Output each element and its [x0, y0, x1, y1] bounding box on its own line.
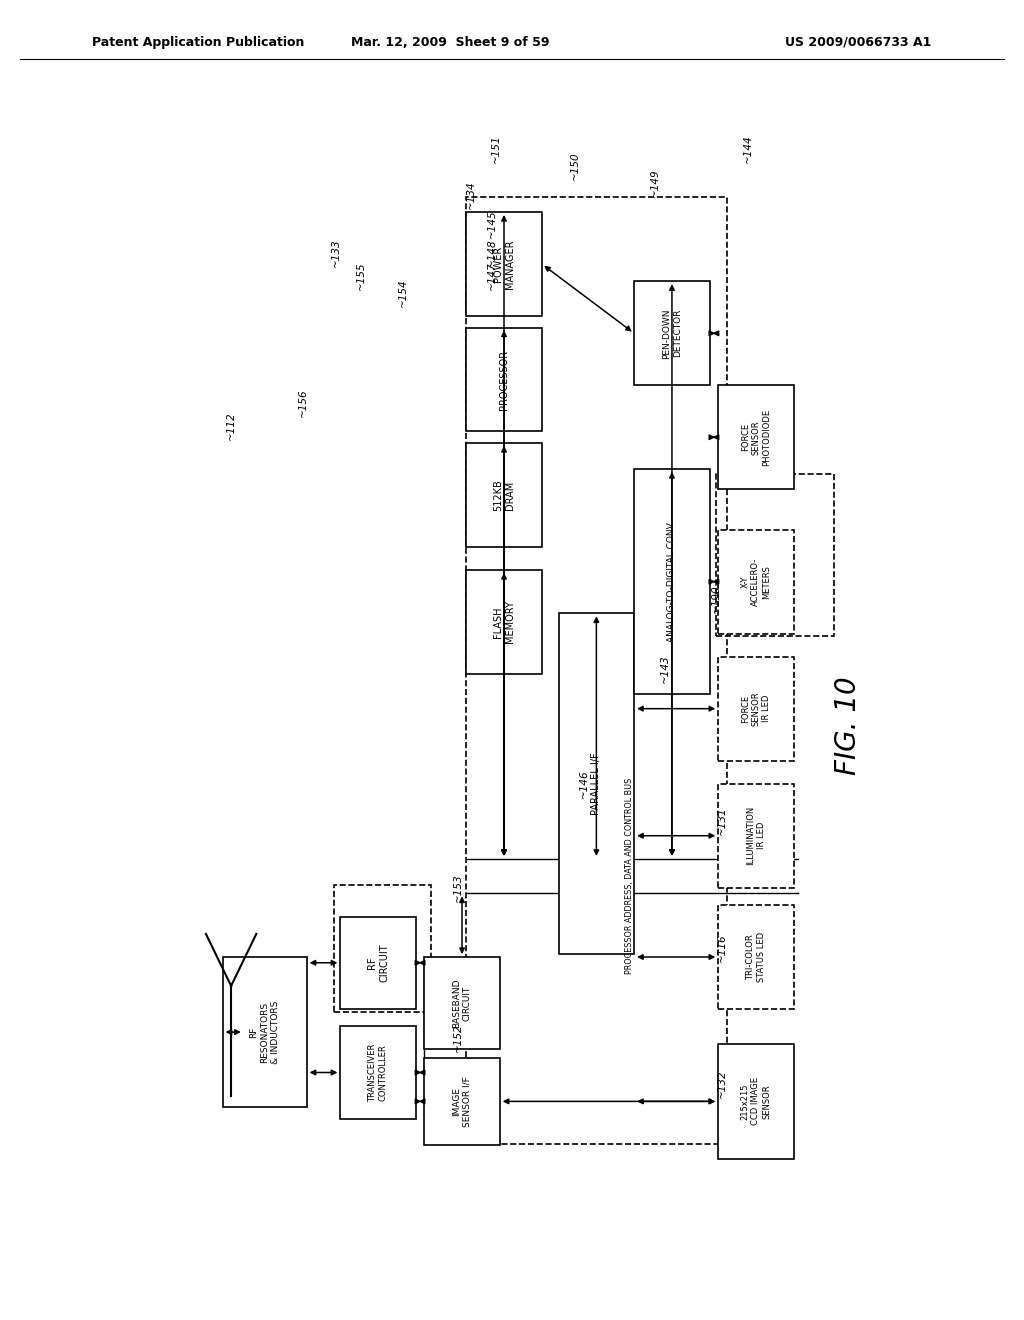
Bar — [424, 957, 500, 1049]
Bar — [466, 570, 542, 675]
Bar — [466, 327, 542, 432]
Bar — [466, 197, 727, 1144]
Bar — [340, 1027, 416, 1119]
Text: ~145: ~145 — [486, 210, 497, 238]
Text: ~112: ~112 — [226, 412, 237, 440]
Text: ~190: ~190 — [711, 585, 721, 614]
Bar — [223, 957, 307, 1107]
Text: ~133: ~133 — [331, 238, 341, 267]
Bar — [466, 213, 542, 315]
Text: BASEBAND
CIRCUIT: BASEBAND CIRCUIT — [453, 978, 472, 1028]
Bar — [718, 1044, 794, 1159]
Text: ~150: ~150 — [570, 152, 581, 180]
Text: Patent Application Publication: Patent Application Publication — [92, 36, 304, 49]
Text: POWER
MANAGER: POWER MANAGER — [493, 239, 515, 289]
Bar — [718, 656, 794, 760]
Bar — [424, 1059, 500, 1144]
Text: TRI-COLOR
STATUS LED: TRI-COLOR STATUS LED — [746, 932, 766, 982]
Text: ~146: ~146 — [579, 770, 589, 799]
Text: PARALLEL I/F: PARALLEL I/F — [592, 752, 601, 814]
Bar — [718, 385, 794, 490]
Bar — [559, 614, 634, 954]
Bar — [717, 474, 834, 636]
Text: Mar. 12, 2009  Sheet 9 of 59: Mar. 12, 2009 Sheet 9 of 59 — [351, 36, 550, 49]
Text: ~147: ~147 — [486, 261, 497, 290]
Text: ~148: ~148 — [486, 238, 497, 267]
Text: ~153: ~153 — [453, 874, 463, 902]
Text: X-Y
ACCELERO-
METERS: X-Y ACCELERO- METERS — [740, 557, 771, 606]
Bar — [718, 906, 794, 1008]
Text: IMAGE
SENSOR I/F: IMAGE SENSOR I/F — [453, 1076, 472, 1127]
Text: FIG. 10: FIG. 10 — [835, 677, 862, 775]
Text: ~144: ~144 — [742, 135, 753, 162]
Text: ~143: ~143 — [660, 653, 671, 682]
Text: ~149: ~149 — [650, 169, 660, 198]
Bar — [718, 784, 794, 887]
Text: FORCE
SENSOR
PHOTODIODE: FORCE SENSOR PHOTODIODE — [740, 409, 771, 466]
Text: PEN-DOWN
DETECTOR: PEN-DOWN DETECTOR — [663, 308, 682, 359]
Text: ~154: ~154 — [398, 279, 409, 308]
Bar — [634, 281, 710, 385]
Text: ILLUMINATION
IR LED: ILLUMINATION IR LED — [746, 807, 766, 866]
Bar — [634, 469, 710, 694]
Text: 512KB
DRAM: 512KB DRAM — [493, 479, 515, 511]
Text: ~131: ~131 — [718, 807, 727, 836]
Text: ~134: ~134 — [466, 181, 475, 209]
Text: PROCESSOR ADDRESS, DATA AND CONTROL BUS: PROCESSOR ADDRESS, DATA AND CONTROL BUS — [626, 777, 635, 974]
Text: 215x215
CCD IMAGE
SENSOR: 215x215 CCD IMAGE SENSOR — [740, 1077, 771, 1126]
Text: ~152: ~152 — [453, 1023, 463, 1052]
Text: FLASH
MEMORY: FLASH MEMORY — [493, 601, 515, 643]
Bar — [718, 529, 794, 634]
Text: ~155: ~155 — [356, 261, 367, 290]
Text: RF
CIRCUIT: RF CIRCUIT — [367, 944, 389, 982]
Text: ANALOG-TO-DIGITAL CONV: ANALOG-TO-DIGITAL CONV — [668, 521, 677, 642]
Text: FORCE
SENSOR
IR LED: FORCE SENSOR IR LED — [740, 692, 771, 726]
Bar — [466, 444, 542, 546]
Text: US 2009/0066733 A1: US 2009/0066733 A1 — [785, 36, 932, 49]
Bar — [335, 886, 431, 1012]
Text: ~151: ~151 — [490, 135, 501, 162]
Text: RF
RESONATORS
& INDUCTORS: RF RESONATORS & INDUCTORS — [250, 1001, 280, 1064]
Text: PROCESSOR: PROCESSOR — [499, 350, 509, 409]
Bar — [340, 916, 416, 1008]
Text: TRANSCEIVER
CONTROLLER: TRANSCEIVER CONTROLLER — [369, 1043, 388, 1102]
Text: ~132: ~132 — [718, 1069, 727, 1098]
Text: ~116: ~116 — [718, 933, 727, 962]
Text: ~156: ~156 — [298, 388, 307, 417]
